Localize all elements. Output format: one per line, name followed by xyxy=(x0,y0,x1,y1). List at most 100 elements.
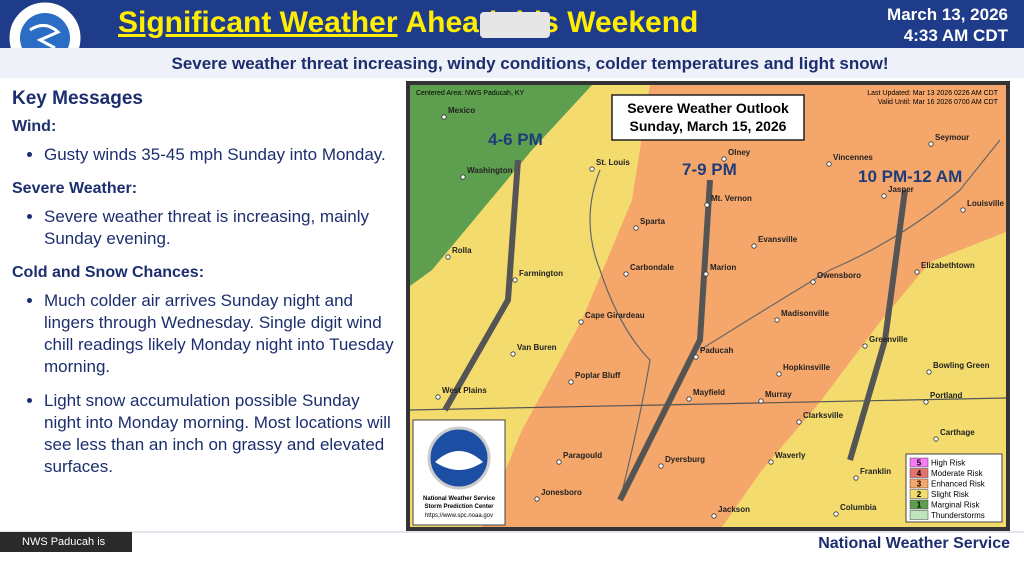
outlook-date: Sunday, March 15, 2026 xyxy=(630,118,787,134)
bullet-list: Severe weather threat is increasing, mai… xyxy=(0,206,405,250)
subtitle: Severe weather threat increasing, windy … xyxy=(171,54,888,73)
timing-line xyxy=(442,159,521,412)
city-dot xyxy=(862,343,868,349)
time: 4:33 AM CDT xyxy=(904,26,1009,45)
city-label: Clarksville xyxy=(803,411,844,420)
outlook-title: Severe Weather Outlook xyxy=(627,100,789,116)
city-label: Cape Girardeau xyxy=(585,311,645,320)
city-dot xyxy=(510,351,516,357)
city-dot xyxy=(693,354,699,360)
section-heading: Cold and Snow Chances: xyxy=(12,264,205,281)
footer-organization: National Weather Service xyxy=(818,535,1010,552)
city-label: Paragould xyxy=(563,451,602,460)
city-label: Jonesboro xyxy=(541,488,582,497)
city-label: Elizabethtown xyxy=(921,261,975,270)
marginal-area xyxy=(410,85,592,286)
city-dot xyxy=(776,371,782,377)
timing-label: 7-9 PM xyxy=(682,160,737,179)
legend-label: Slight Risk xyxy=(931,490,970,499)
city-label: Evansville xyxy=(758,235,798,244)
nws-logo-mark xyxy=(29,24,61,50)
legend-number: 1 xyxy=(917,501,922,510)
title-rest: Ahead this Weekend xyxy=(406,6,699,39)
city-dot xyxy=(568,379,574,385)
city-dot xyxy=(556,459,562,465)
city-dot xyxy=(460,174,466,180)
city-dot xyxy=(853,475,859,481)
city-dot xyxy=(534,496,540,502)
centered-area: Centered Area: NWS Paducah, KY xyxy=(416,90,524,97)
valid-until: Valid Until: Mar 16 2026 0700 AM CDT xyxy=(878,99,999,106)
map: Severe Weather Outlook Sunday, March 15,… xyxy=(406,81,1010,531)
city-label: Washington xyxy=(467,166,513,175)
city-label: West Plains xyxy=(442,386,487,395)
state-border xyxy=(409,397,1007,411)
legend-label: Moderate Risk xyxy=(931,469,984,478)
bullet: Light snow accumulation possible Sunday … xyxy=(44,390,401,478)
city-dot xyxy=(686,396,692,402)
city-dot xyxy=(578,319,584,325)
legend-number: 4 xyxy=(917,469,922,478)
city-label: Seymour xyxy=(935,133,969,142)
outlook-box xyxy=(611,94,805,141)
city-dot xyxy=(658,463,664,469)
section-heading: Severe Weather: xyxy=(12,180,138,197)
city-dot xyxy=(512,277,518,283)
city-dot xyxy=(768,459,774,465)
city-label: Rolla xyxy=(452,246,472,255)
legend-swatch xyxy=(909,457,929,468)
section-heading: Wind: xyxy=(12,118,57,135)
timing-line xyxy=(847,189,908,461)
city-dot xyxy=(703,271,709,277)
screen-toolbar[interactable] xyxy=(480,12,550,38)
city-label: Bowling Green xyxy=(933,361,990,370)
bullet: Severe weather threat is increasing, mai… xyxy=(44,206,401,250)
river xyxy=(699,139,1001,351)
city-label: Jackson xyxy=(718,505,750,514)
city-dot xyxy=(445,254,451,260)
city-dot xyxy=(758,398,764,404)
city-dot xyxy=(711,513,717,519)
title-underlined: Significant Weather xyxy=(118,6,398,39)
legend-number: 5 xyxy=(917,459,922,468)
city-label: Poplar Bluff xyxy=(575,371,621,380)
key-messages-heading: Key Messages xyxy=(12,88,143,109)
city-dot xyxy=(933,436,939,442)
city-dot xyxy=(833,511,839,517)
city-label: Vincennes xyxy=(833,153,873,162)
city-label: Murray xyxy=(765,390,792,399)
city-label: Farmington xyxy=(519,269,563,278)
city-label: Dyersburg xyxy=(665,455,705,464)
city-dot xyxy=(810,279,816,285)
bullet-list: Much colder air arrives Sunday night and… xyxy=(0,290,405,478)
city-label: Jasper xyxy=(888,185,914,194)
bullet-list: Gusty winds 35-45 mph Sunday into Monday… xyxy=(0,144,405,166)
city-label: Madisonville xyxy=(781,309,830,318)
city-label: Mexico xyxy=(448,106,475,115)
subtitle-bar xyxy=(0,48,1024,78)
legend-label: Thunderstorms xyxy=(931,511,985,520)
legend-swatch xyxy=(909,478,929,489)
logo-text: Storm Prediction Center xyxy=(424,504,494,510)
city-dot xyxy=(928,141,934,147)
city-dot xyxy=(826,161,832,167)
city-label: Marion xyxy=(710,263,736,272)
noaa-logo-bird xyxy=(435,451,483,470)
legend-swatch xyxy=(909,489,929,499)
sharing-indicator[interactable]: NWS Paducah is sharing xyxy=(0,532,132,568)
city-dot xyxy=(721,156,727,162)
legend-label: Marginal Risk xyxy=(931,501,980,510)
city-dot xyxy=(633,225,639,231)
legend-number: 3 xyxy=(917,480,922,489)
city-dot xyxy=(774,317,780,323)
city-label: Olney xyxy=(728,148,751,157)
date: March 13, 2026 xyxy=(887,5,1008,24)
timing-line xyxy=(617,179,713,502)
city-label: Mayfield xyxy=(693,388,725,397)
timing-label: 4-6 PM xyxy=(488,130,543,149)
city-dot xyxy=(435,394,441,400)
city-dot xyxy=(881,193,887,199)
last-updated: Last Updated: Mar 13 2026 0226 AM CDT xyxy=(867,90,998,97)
city-dot xyxy=(751,243,757,249)
city-label: Hopkinsville xyxy=(783,363,831,372)
